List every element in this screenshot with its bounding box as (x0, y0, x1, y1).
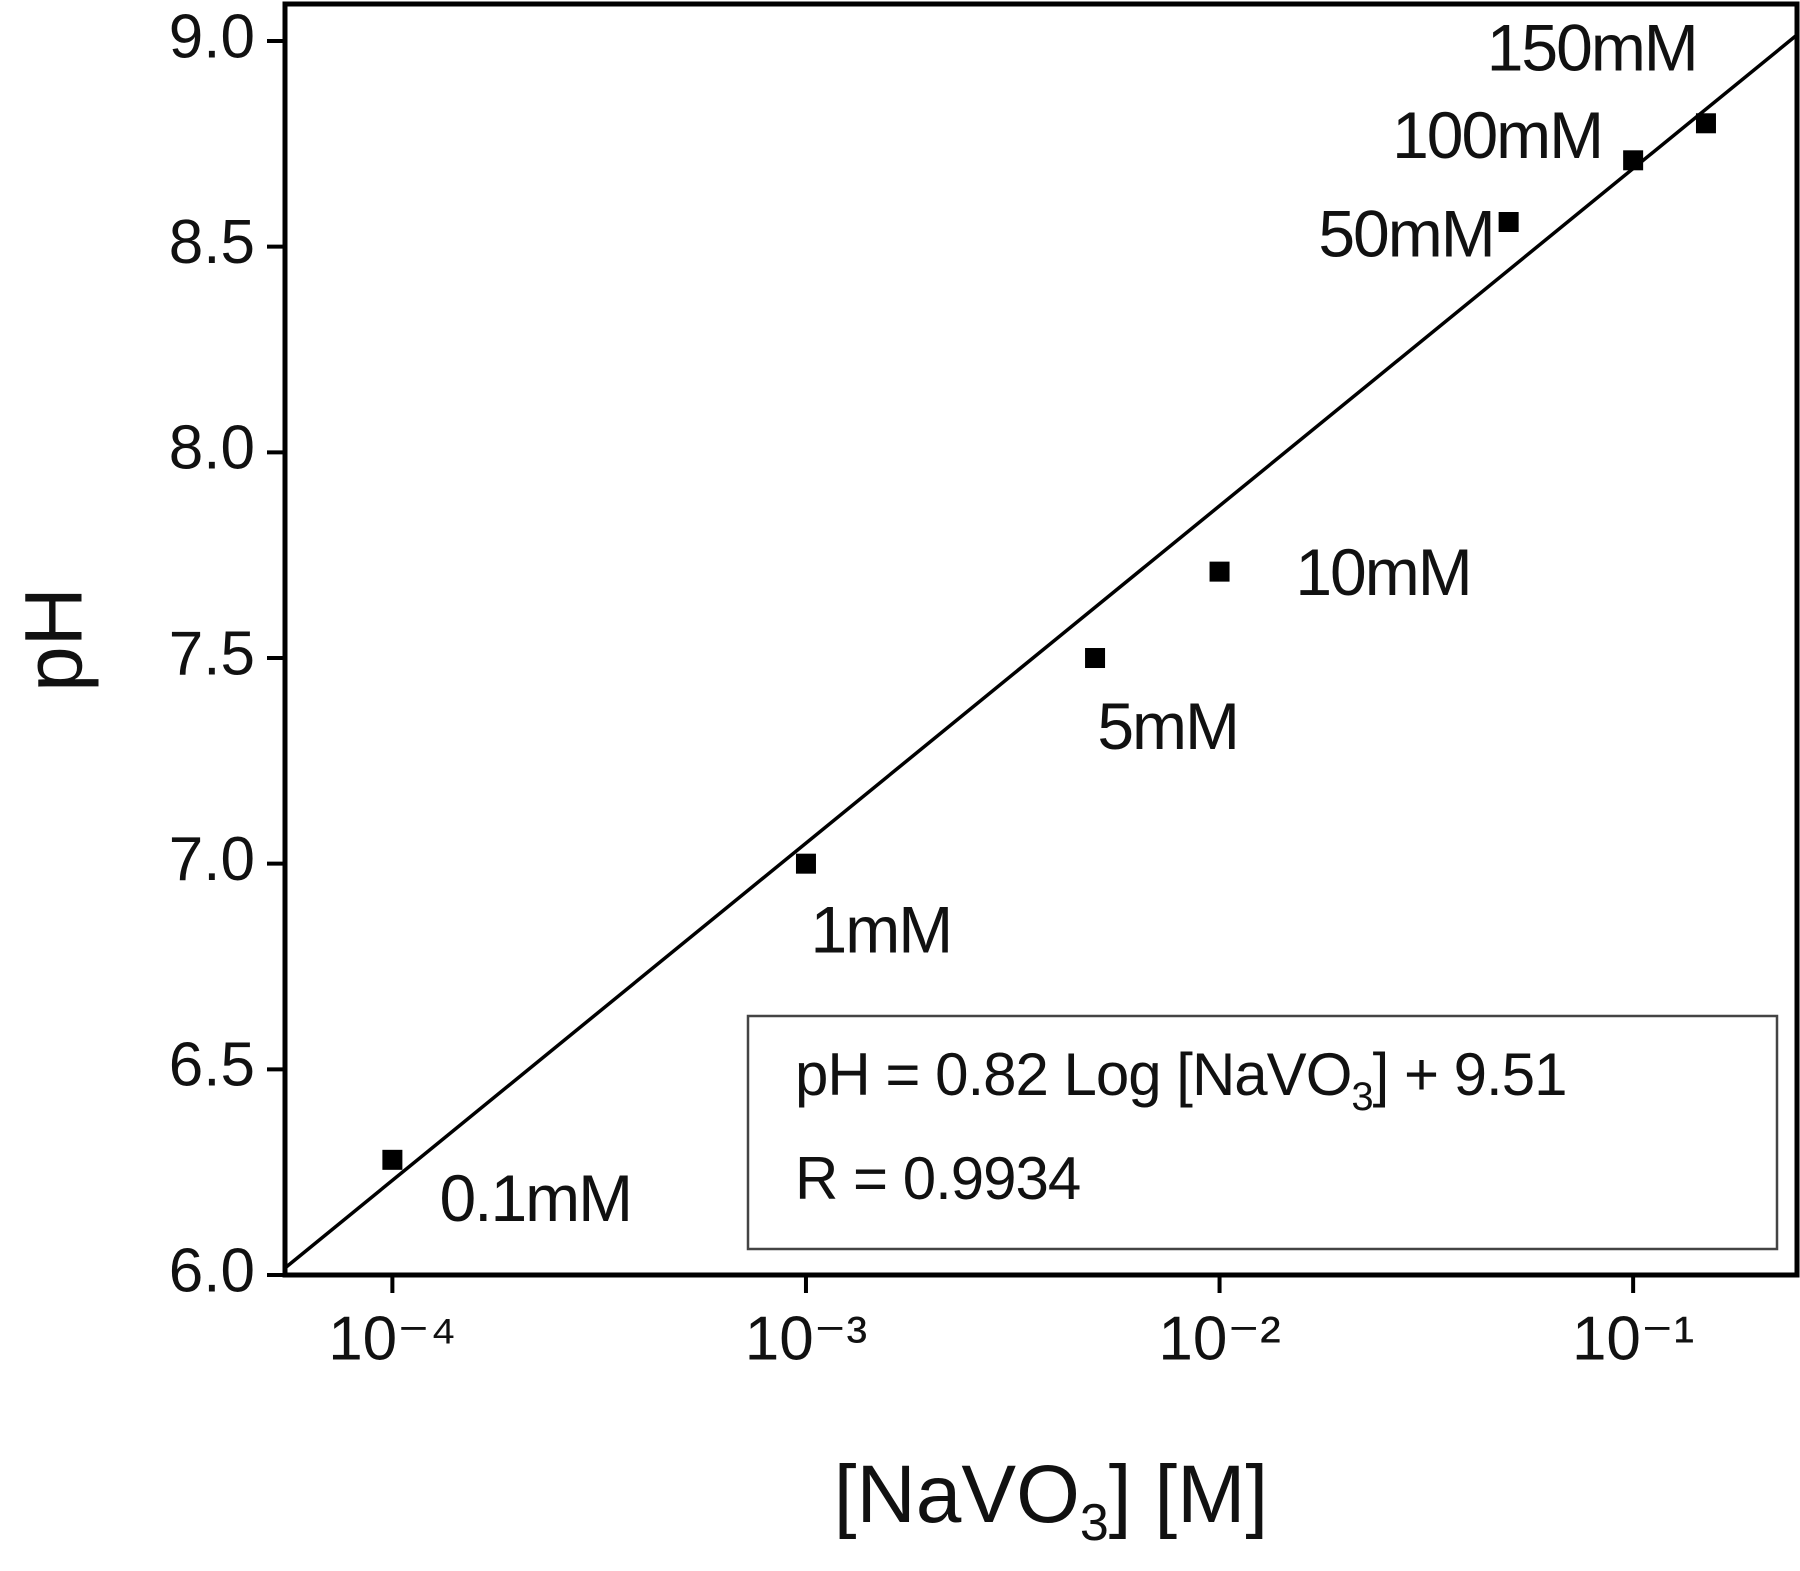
y-tick-label: 8.0 (169, 414, 255, 483)
point-label: 50mM (1318, 197, 1493, 271)
x-axis-title: [NaVO3] [M] (834, 1449, 1268, 1552)
x-axis-title-text: [NaVO (834, 1449, 1080, 1540)
point-label: 1mM (811, 892, 952, 966)
point-label: 5mM (1097, 689, 1238, 763)
fit-line (283, 33, 1799, 1270)
r-value: R = 0.9934 (795, 1145, 1080, 1212)
equation: pH = 0.82 Log [NaVO3] + 9.51 (795, 1041, 1566, 1119)
x-axis-title-sub: 3 (1080, 1494, 1109, 1552)
point (1695, 113, 1716, 134)
point-label: 0.1mM (439, 1161, 631, 1235)
equation-box (746, 1014, 1779, 1251)
y-tick-label: 9.0 (169, 2, 255, 71)
point (1209, 561, 1230, 582)
equation-text: pH = 0.82 Log [NaVO (795, 1041, 1351, 1108)
point-label: 10mM (1295, 535, 1470, 609)
equation-sub: 3 (1351, 1075, 1372, 1119)
y-tick-label: 6.5 (169, 1031, 255, 1100)
equation-rest: ] + 9.51 (1373, 1041, 1567, 1108)
point-label: 150mM (1487, 11, 1697, 85)
point-label: 100mM (1392, 98, 1602, 172)
y-tick-label: 7.5 (169, 619, 255, 688)
y-tick-label: 6.0 (169, 1236, 255, 1305)
point (1623, 150, 1644, 171)
point (1085, 648, 1106, 669)
point (382, 1149, 403, 1170)
x-tick-label: 10⁻³ (745, 1304, 867, 1373)
y-axis-title: pH (9, 587, 100, 692)
y-tick-label: 8.5 (169, 208, 255, 277)
plot-frame (282, 1, 1800, 1278)
y-tick-label: 7.0 (169, 825, 255, 894)
x-tick-label: 10⁻⁴ (328, 1304, 456, 1373)
x-tick-label: 10⁻² (1158, 1304, 1280, 1373)
x-axis-title-rest: ] [M] (1109, 1449, 1268, 1540)
point (1498, 212, 1519, 233)
point (795, 853, 816, 874)
x-tick-label: 10⁻¹ (1572, 1304, 1694, 1373)
